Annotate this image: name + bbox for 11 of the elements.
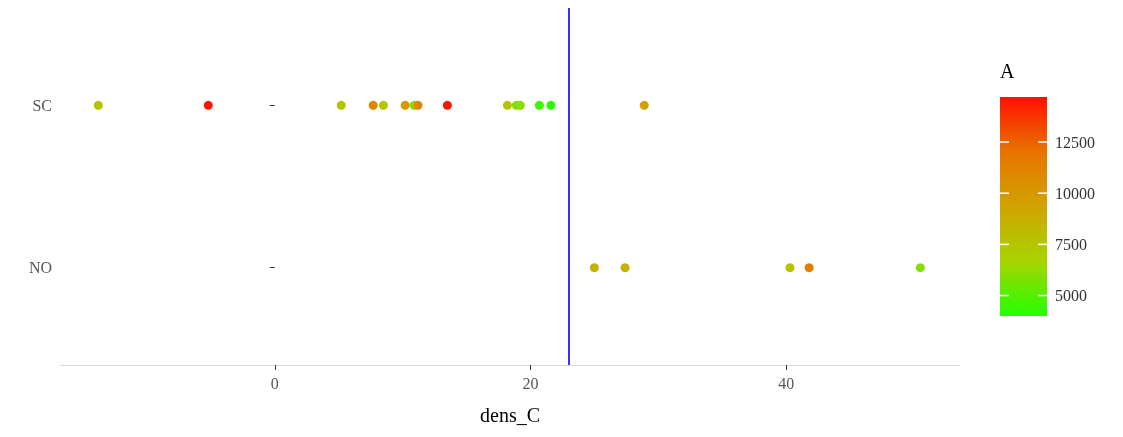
color-bar-label: 10000 [1055,184,1095,202]
color-bar-label: 7500 [1055,235,1087,253]
x-tick-label: 20 [522,374,539,392]
y-tick-label: NO [28,259,52,277]
y-tick-label: SC [32,96,52,114]
x-axis-title: dens_C [480,404,540,426]
color-bar-label: 12500 [1055,133,1095,151]
x-tick-label: 0 [270,374,279,392]
color-bar-label: 5000 [1055,287,1087,305]
x-tick-label: 40 [778,374,795,392]
color-bar-title: A [1000,60,1015,82]
